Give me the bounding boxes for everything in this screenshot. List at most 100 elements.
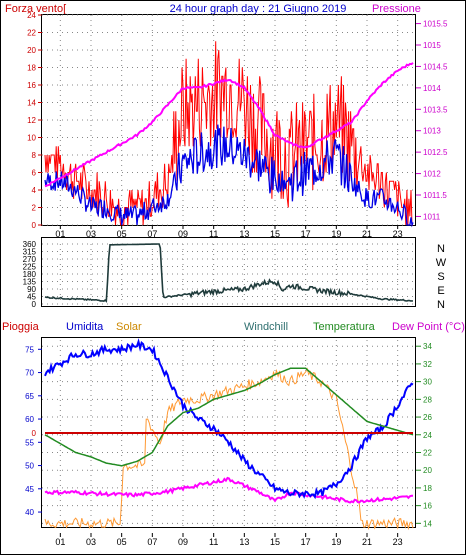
humidity-y-tick-label: 60 [25,415,34,424]
wind-y-tick-label: 16 [27,81,36,90]
pressure-y-tick-label: 1011.5 [423,191,447,200]
direction-y-tick-label: 180 [23,270,37,279]
top-x-tick-label: 11 [209,229,218,239]
bottom-x-tick-label: 21 [362,537,372,547]
bottom-x-tick-label: 11 [209,537,218,547]
legend-temperatura: Temperatura [313,321,376,333]
wind-y-tick-label: 4 [32,186,37,195]
legend-pioggia: Pioggia [2,321,40,333]
pressure-y-tick-label: 1015.5 [423,20,448,29]
top-x-tick-label: 01 [55,229,65,239]
humidity-series [44,338,414,500]
humidity-y-tick-label: 45 [25,485,34,494]
wind-y-tick-label: 22 [27,29,36,38]
top-x-tick-label: 09 [178,229,188,239]
bottom-panel-frame [41,337,416,528]
humidity-y-tick-label: 40 [25,508,34,517]
bottom-x-tick-label: 09 [178,537,188,547]
pressure-series [44,62,414,188]
pressure-y-tick-label: 1012 [423,170,441,179]
direction-y-tick-label: 270 [23,255,37,264]
bottom-x-tick-label: 17 [301,537,311,547]
wind-y-tick-label: 20 [27,46,36,55]
rain-zero-label: 0 [32,429,37,438]
humidity-y-tick-label: 55 [25,438,34,447]
bottom-x-tick-label: 23 [393,537,403,547]
wind-y-tick-label: 14 [27,99,36,108]
wind-y-tick-label: 10 [27,134,36,143]
wind-y-tick-label: 12 [27,116,36,125]
top-x-tick-label: 23 [393,229,403,239]
direction-panel-frame [41,237,416,307]
bottom-x-tick-label: 03 [86,537,96,547]
direction-y-tick-label: 225 [23,263,37,272]
bottom-x-tick-label: 13 [239,537,249,547]
bottom-x-tick-label: 07 [147,537,157,547]
wind-y-tick-label: 8 [32,151,37,160]
humidity-y-tick-label: 70 [25,369,34,378]
wind-title: Forza vento[ [5,3,66,15]
temperature-y-tick-label: 30 [423,378,432,387]
pressure-y-tick-label: 1012.5 [423,148,448,157]
bottom-x-tick-label: 19 [331,537,341,547]
top-x-tick-label: 05 [117,229,127,239]
pressure-title: Pressione [372,3,421,15]
direction-y-tick-label: 360 [23,240,37,249]
top-x-tick-label: 19 [331,229,341,239]
solar-series [44,367,414,531]
series-layer [44,41,414,531]
chart-title: 24 hour graph day : 21 Giugno 2019 [170,3,347,15]
direction-label: N [437,243,445,255]
pressure-y-tick-label: 1013.5 [423,105,448,114]
legend-windchill: Windchill [244,321,288,333]
bottom-x-tick-label: 05 [117,537,127,547]
direction-label: W [436,257,447,269]
temperature-y-tick-label: 34 [423,342,432,351]
legend-dewpoint: Dew Point (°C) [392,321,465,333]
humidity-y-tick-label: 50 [25,462,34,471]
temperature-y-tick-label: 32 [423,360,432,369]
direction-y-tick-label: 135 [23,278,37,287]
wind-gust-series [44,41,413,226]
top-x-tick-label: 17 [301,229,311,239]
direction-label: S [437,271,444,283]
temperature-y-tick-label: 24 [423,431,432,440]
wind-y-tick-label: 0 [32,221,37,230]
legend-solar: Solar [116,321,142,333]
temperature-y-tick-label: 20 [423,466,432,475]
bottom-x-tick-label: 01 [55,537,65,547]
wind-y-tick-label: 24 [27,11,36,20]
temperature-y-tick-label: 28 [423,395,432,404]
top-x-tick-label: 21 [362,229,372,239]
bottom-x-tick-label: 15 [270,537,280,547]
pressure-y-tick-label: 1014 [423,84,441,93]
wind-direction-series [44,243,414,303]
direction-y-tick-label: 45 [27,293,36,302]
top-x-tick-label: 13 [239,229,249,239]
direction-label: N [437,299,445,311]
wind-y-tick-label: 6 [32,169,37,178]
top-x-tick-label: 15 [270,229,280,239]
temperature-y-tick-label: 16 [423,502,432,511]
pressure-y-tick-label: 1013 [423,127,441,136]
wind-average-series [44,124,414,228]
axes-layer: 01 03 05 07 09 11 13 15 17 19 21 23 01 03 05 07 09 11 13 15… [23,11,448,547]
pressure-y-tick-label: 1015 [423,41,441,50]
top-x-tick-label: 03 [86,229,96,239]
wind-y-tick-label: 18 [27,64,36,73]
dewpoint-series [44,476,413,504]
direction-label: E [437,285,444,297]
temperature-y-tick-label: 26 [423,413,432,422]
humidity-y-tick-label: 65 [25,392,34,401]
humidity-y-tick-label: 75 [25,345,34,354]
temperature-y-tick-label: 18 [423,484,432,493]
temperature-y-tick-label: 22 [423,448,432,457]
top-x-tick-label: 07 [147,229,157,239]
wind-y-tick-label: 2 [32,204,37,213]
temperature-series [44,367,414,467]
direction-y-tick-label: 90 [27,285,36,294]
pressure-y-tick-label: 1014.5 [423,62,448,71]
